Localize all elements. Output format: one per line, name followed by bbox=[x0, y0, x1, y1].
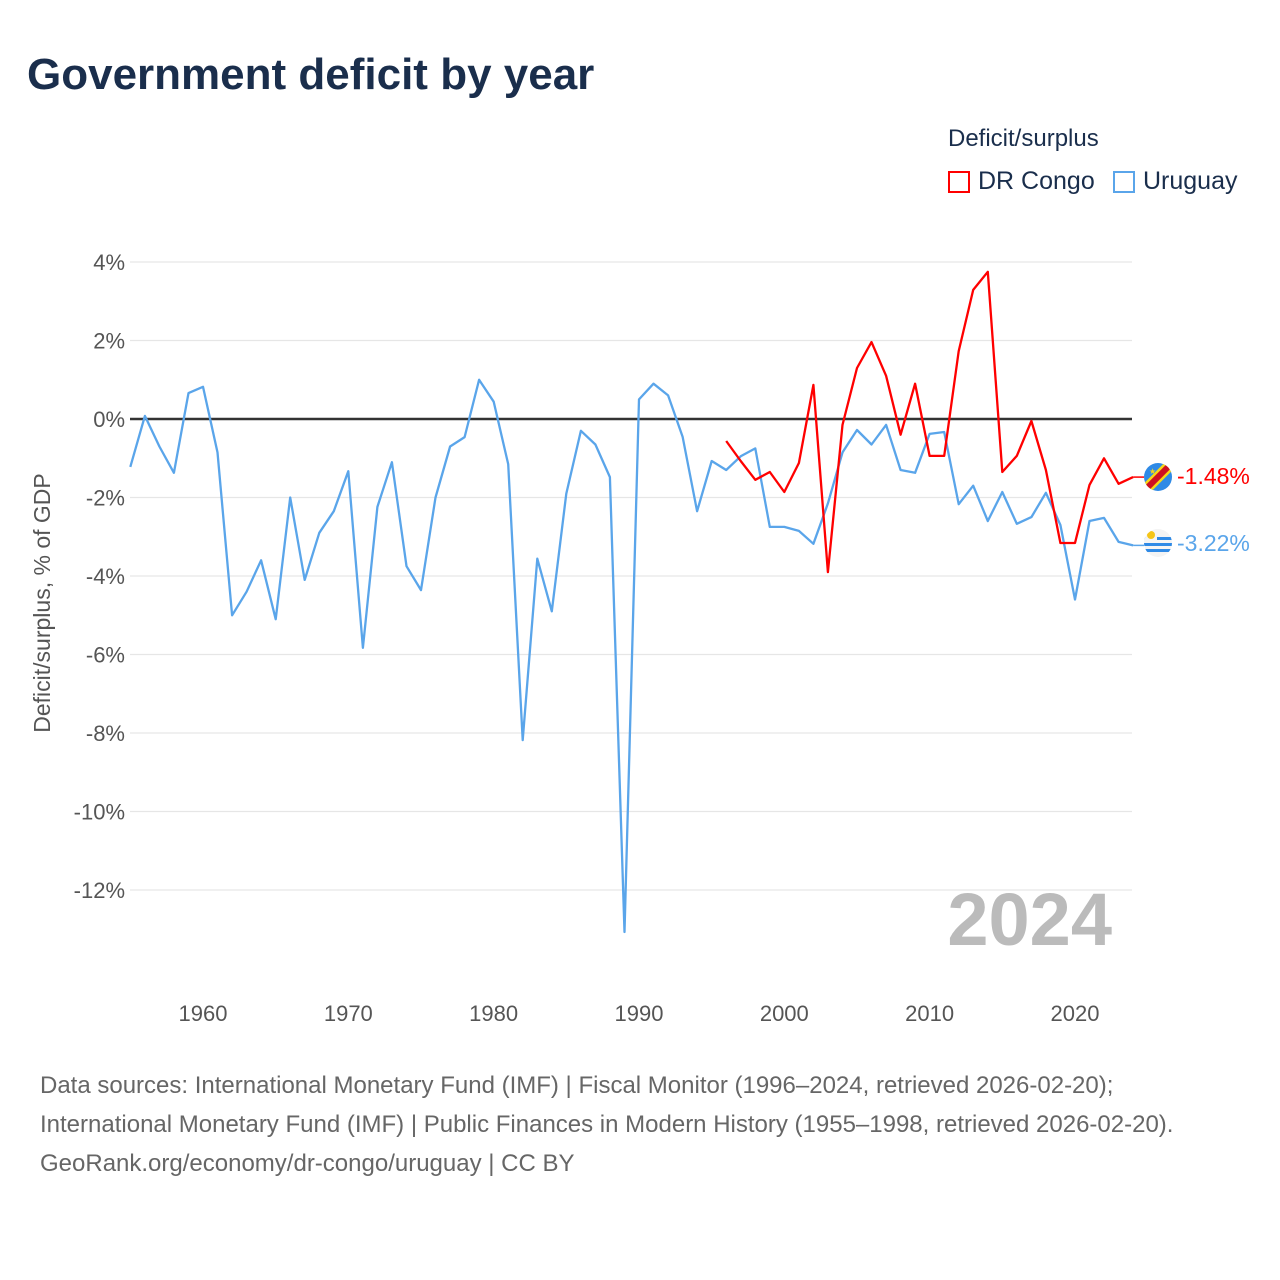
x-tick-label: 1980 bbox=[469, 1001, 518, 1026]
dr-congo-flag-icon: ★ bbox=[1144, 463, 1172, 491]
year-watermark: 2024 bbox=[947, 878, 1112, 961]
x-tick-label: 1970 bbox=[324, 1001, 373, 1026]
y-tick-label: -8% bbox=[86, 721, 125, 746]
y-tick-label: -12% bbox=[74, 878, 125, 903]
source-link[interactable]: GeoRank.org/economy/dr-congo/uruguay | C… bbox=[40, 1150, 575, 1177]
y-axis-label: Deficit/surplus, % of GDP bbox=[29, 473, 55, 732]
legend-label: Uruguay bbox=[1143, 167, 1238, 195]
x-tick-label: 2000 bbox=[760, 1001, 809, 1026]
svg-text:★: ★ bbox=[1149, 467, 1156, 476]
chart-title: Government deficit by year bbox=[27, 50, 595, 99]
series-line-dr-congo[interactable] bbox=[725, 270, 1134, 574]
end-label-dr-congo: -1.48% bbox=[1177, 463, 1250, 489]
legend-item-dr-congo[interactable]: DR Congo bbox=[948, 167, 1095, 196]
y-tick-label: -4% bbox=[86, 564, 125, 589]
sources: Data sources: International Monetary Fun… bbox=[40, 1066, 1240, 1183]
line-chart: 4% 2% 0% -2% -4% -6% -8% -10% -12% 1960 1970 1980 19… bbox=[29, 250, 1250, 1026]
uruguay-flag-icon bbox=[1144, 529, 1172, 557]
y-tick-label: 2% bbox=[93, 329, 125, 354]
source-line: International Monetary Fund (IMF) | Publ… bbox=[40, 1111, 1174, 1138]
y-tick-label: 0% bbox=[93, 407, 125, 432]
source-line: Data sources: International Monetary Fun… bbox=[40, 1072, 1114, 1099]
x-tick-label: 1990 bbox=[615, 1001, 664, 1026]
x-tick-label: 2010 bbox=[905, 1001, 954, 1026]
x-tick-label: 2020 bbox=[1051, 1001, 1100, 1026]
legend-item-uruguay[interactable]: Uruguay bbox=[1113, 167, 1238, 196]
end-label-uruguay: -3.22% bbox=[1177, 530, 1250, 556]
legend-title: Deficit/surplus bbox=[948, 125, 1099, 152]
x-tick-label: 1960 bbox=[179, 1001, 228, 1026]
y-tick-label: -10% bbox=[74, 800, 125, 825]
series-line-uruguay[interactable] bbox=[129, 378, 1134, 934]
y-tick-label: 4% bbox=[93, 250, 125, 275]
legend-swatch-uruguay bbox=[1113, 170, 1135, 193]
legend-label: DR Congo bbox=[978, 167, 1095, 195]
y-tick-label: -2% bbox=[86, 486, 125, 511]
y-tick-label: -6% bbox=[86, 643, 125, 668]
legend-swatch-dr-congo bbox=[948, 170, 970, 193]
